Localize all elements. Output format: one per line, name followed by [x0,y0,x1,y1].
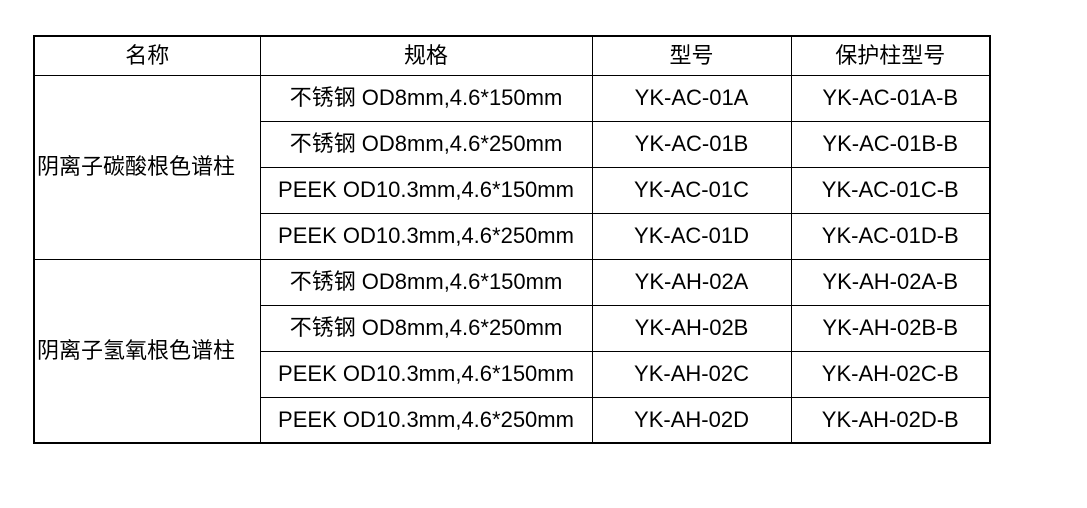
model-cell: YK-AH-02D [591,396,792,444]
model-cell: YK-AH-02B [591,304,792,352]
group-name-cell: 阴离子氢氧根色谱柱 [33,258,261,444]
spec-cell: PEEK OD10.3mm,4.6*250mm [259,396,593,444]
guard-model-cell: YK-AC-01B-B [790,120,991,168]
table-header-row: 名称 规格 型号 保护柱型号 [33,35,991,76]
model-cell: YK-AH-02C [591,350,792,398]
chromatography-column-table: 名称 规格 型号 保护柱型号 阴离子碳酸根色谱柱 不锈钢 OD8mm,4.6*1… [33,35,991,444]
spec-cell: PEEK OD10.3mm,4.6*150mm [259,350,593,398]
model-cell: YK-AC-01B [591,120,792,168]
table-row: 阴离子碳酸根色谱柱 不锈钢 OD8mm,4.6*150mm YK-AC-01A … [33,74,991,260]
group-name-cell: 阴离子碳酸根色谱柱 [33,74,261,260]
guard-model-cell: YK-AC-01C-B [790,166,991,214]
model-cell: YK-AC-01A [591,74,792,122]
table-row: PEEK OD10.3mm,4.6*250mm YK-AH-02D YK-AH-… [34,396,991,444]
guard-model-cell: YK-AH-02C-B [790,350,991,398]
table-row: PEEK OD10.3mm,4.6*150mm YK-AH-02C YK-AH-… [34,350,991,398]
header-spec: 规格 [259,35,593,76]
table-row: 不锈钢 OD8mm,4.6*250mm YK-AH-02B YK-AH-02B-… [34,304,991,352]
table-row: 不锈钢 OD8mm,4.6*250mm YK-AC-01B YK-AC-01B-… [34,120,991,168]
spec-cell: 不锈钢 OD8mm,4.6*150mm [259,258,593,306]
guard-model-cell: YK-AC-01A-B [790,74,991,122]
header-model: 型号 [591,35,792,76]
guard-model-cell: YK-AH-02D-B [790,396,991,444]
spec-cell: 不锈钢 OD8mm,4.6*150mm [259,74,593,122]
model-cell: YK-AC-01C [591,166,792,214]
table-row: 阴离子氢氧根色谱柱 不锈钢 OD8mm,4.6*150mm YK-AH-02A … [33,258,991,444]
guard-model-cell: YK-AC-01D-B [790,212,991,260]
spec-cell: PEEK OD10.3mm,4.6*150mm [259,166,593,214]
model-cell: YK-AH-02A [591,258,792,306]
spec-cell: PEEK OD10.3mm,4.6*250mm [259,212,593,260]
model-cell: YK-AC-01D [591,212,792,260]
spec-cell: 不锈钢 OD8mm,4.6*250mm [259,120,593,168]
header-name: 名称 [33,35,261,76]
guard-model-cell: YK-AH-02B-B [790,304,991,352]
spec-cell: 不锈钢 OD8mm,4.6*250mm [259,304,593,352]
header-guard-model: 保护柱型号 [790,35,991,76]
guard-model-cell: YK-AH-02A-B [790,258,991,306]
